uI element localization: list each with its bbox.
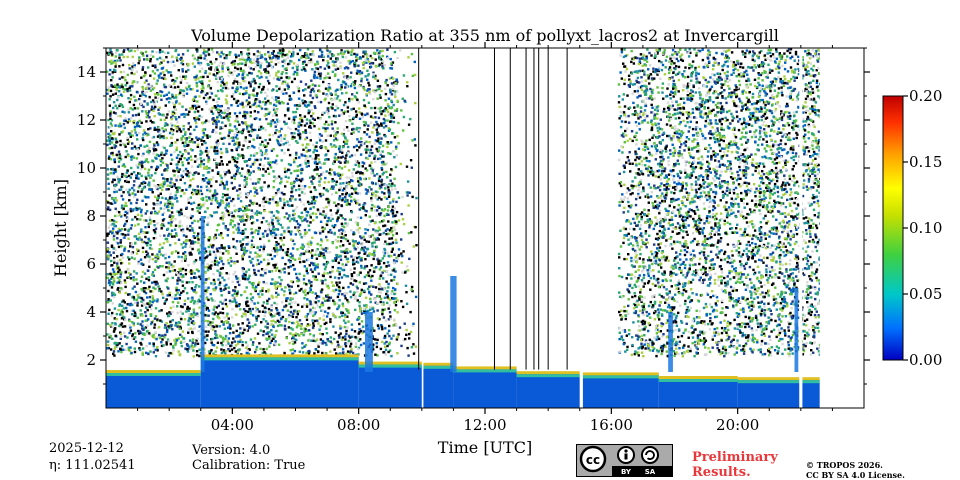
preliminary-line-1: Preliminary — [692, 450, 778, 465]
y-tick-label: 10 — [77, 159, 96, 177]
x-axis-label: Time [UTC] — [438, 438, 532, 457]
eta-label: η: 111.02541 — [49, 458, 136, 473]
y-tick-label: 4 — [86, 303, 96, 321]
aerosol-layer-segment — [453, 368, 517, 408]
cc-logo-text: cc — [586, 453, 600, 467]
data-gap — [579, 48, 583, 408]
x-tick-label: 12:00 — [463, 416, 506, 434]
y-axis: 2 4 6 8 10 12 14 — [77, 47, 870, 385]
chart-title: Volume Depolarization Ratio at 355 nm of… — [190, 26, 779, 45]
x-tick-label: 16:00 — [590, 416, 633, 434]
version-label: Version: 4.0 — [192, 443, 271, 458]
date-label: 2025-12-12 — [49, 441, 124, 456]
aerosol-layer-segment — [106, 372, 201, 408]
data-gap — [819, 48, 864, 408]
plot-area — [105, 47, 865, 409]
copyright-line-2: CC BY SA 4.0 License. — [806, 470, 905, 480]
aerosol-layer-segment — [737, 379, 820, 408]
colorbar-tick-label: 0.00 — [909, 351, 942, 369]
x-tick-label: 04:00 — [211, 416, 254, 434]
aerosol-layer-segment — [516, 373, 580, 408]
x-axis: 04:00 08:00 12:00 16:00 20:00 — [137, 42, 833, 434]
aerosol-layers — [106, 48, 820, 408]
preliminary-line-2: Results. — [692, 465, 751, 480]
aerosol-layer-segment — [200, 356, 359, 408]
y-axis-label: Height [km] — [51, 179, 70, 277]
colorbar-tick-label: 0.05 — [909, 285, 942, 303]
y-tick-label: 8 — [86, 207, 96, 225]
cc-logo-icon — [579, 445, 607, 473]
sa-label: SA — [645, 468, 656, 476]
copyright-line-1: © TROPOS 2026. — [806, 460, 883, 470]
y-tick-label: 6 — [86, 255, 96, 273]
colorbar-tick-label: 0.10 — [909, 219, 942, 237]
data-gaps — [421, 48, 864, 408]
colorbar-tick-label: 0.15 — [909, 153, 942, 171]
colorbar: 0.00 0.05 0.10 0.15 0.20 — [882, 87, 942, 369]
data-gap — [799, 48, 803, 408]
colorbar-ticks: 0.00 0.05 0.10 0.15 0.20 — [903, 87, 942, 369]
data-gap — [421, 48, 424, 408]
y-tick-label: 12 — [77, 111, 96, 129]
calibration-label: Calibration: True — [192, 458, 306, 473]
aerosol-layer-segment — [579, 374, 659, 408]
share-alike-icon — [641, 446, 659, 464]
x-tick-label: 08:00 — [337, 416, 380, 434]
y-tick-label: 14 — [77, 63, 96, 81]
x-tick-label: 20:00 — [716, 416, 759, 434]
y-tick-label: 2 — [86, 351, 96, 369]
aerosol-layer-segment — [658, 378, 738, 408]
colorbar-gradient — [882, 95, 904, 361]
cc-license-badge: cc BY SA — [576, 444, 673, 477]
by-label: BY — [621, 468, 632, 476]
colorbar-tick-label: 0.20 — [909, 87, 942, 105]
aerosol-layer-segment — [421, 364, 454, 408]
